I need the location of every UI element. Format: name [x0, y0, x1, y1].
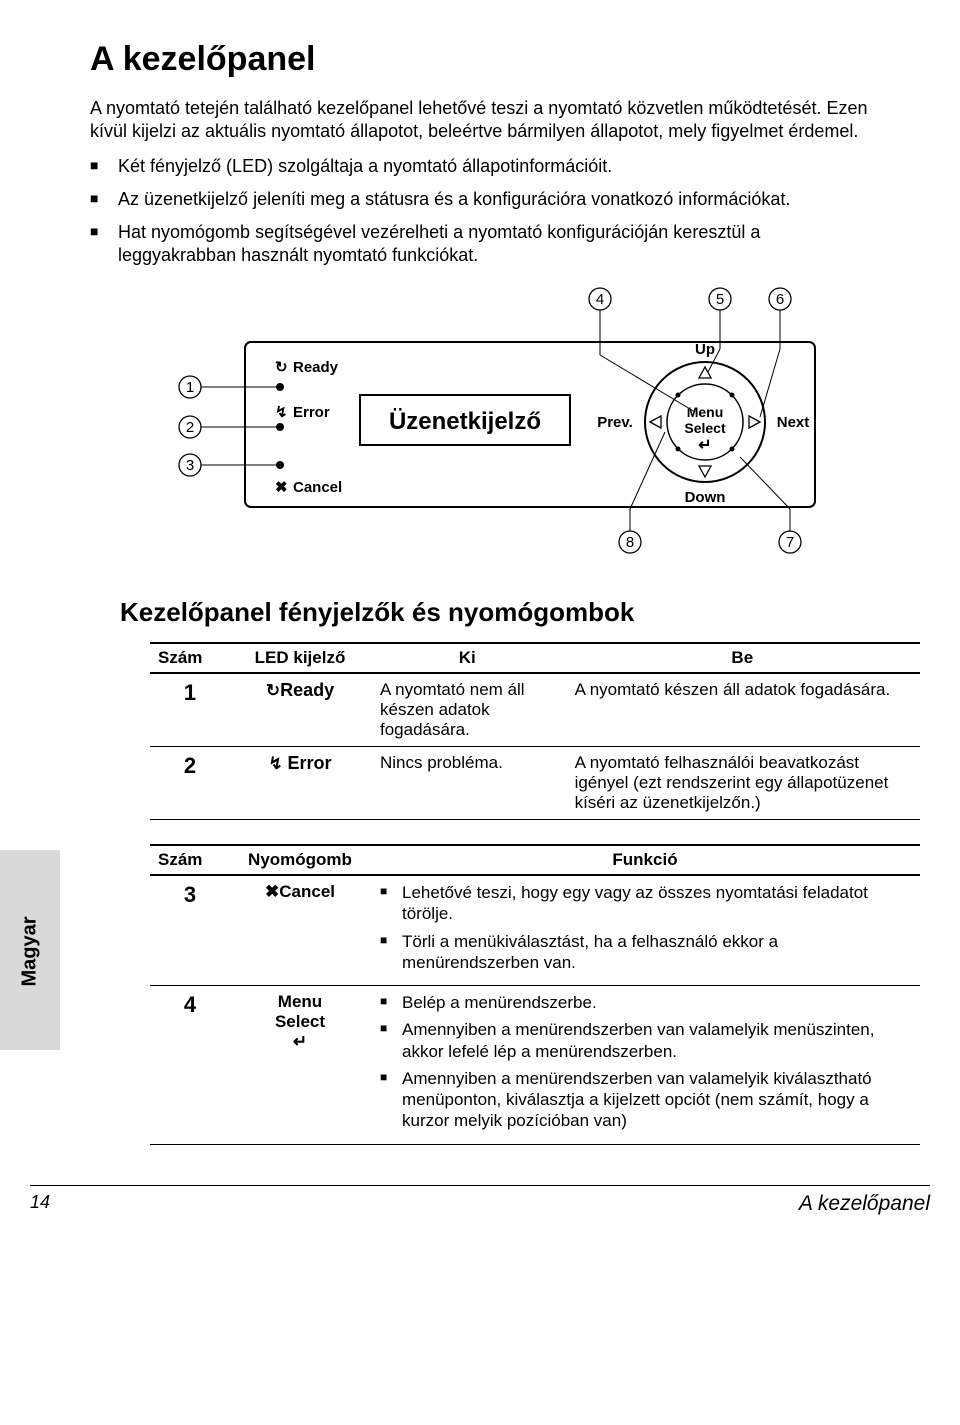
callout-7: 7 [786, 534, 794, 551]
cancel-label: Cancel [279, 882, 335, 901]
th-szam2: Szám [150, 845, 230, 875]
error-icon: ↯ [275, 404, 288, 421]
callout-5: 5 [716, 291, 724, 308]
table-row: 1 ↻Ready A nyomtató nem áll készen adato… [150, 673, 920, 747]
func-item: Törli a menükiválasztást, ha a felhaszná… [380, 931, 910, 974]
page-title: A kezelőpanel [90, 40, 870, 79]
down-label: Down [685, 489, 726, 506]
subtitle: Kezelőpanel fényjelzők és nyomógombok [120, 597, 870, 628]
th-func: Funkció [370, 845, 920, 875]
menu-select-label: Menu Select ↵ [230, 986, 370, 1145]
bullet-item: Az üzenetkijelző jeleníti meg a státusra… [90, 188, 870, 211]
error-label: Error [287, 753, 331, 773]
error-icon: ↯ [269, 754, 283, 773]
cancel-icon: ✖ [265, 882, 279, 901]
page-number: 14 [30, 1192, 50, 1216]
intro-text: A nyomtató tetején található kezelőpanel… [90, 97, 870, 143]
side-tab: Magyar [0, 850, 60, 1050]
display-label: Üzenetkijelző [389, 408, 541, 435]
cancel-label: Cancel [293, 479, 342, 496]
cancel-icon: ✖ [275, 479, 288, 496]
table-row: 2 ↯ Error Nincs probléma. A nyomtató fel… [150, 747, 920, 820]
th-led: LED kijelző [230, 643, 370, 673]
th-ki: Ki [370, 643, 565, 673]
func-item: Amennyiben a menürendszerben van valamel… [380, 1068, 910, 1132]
prev-label: Prev. [597, 414, 633, 431]
func-item: Amennyiben a menürendszerben van valamel… [380, 1019, 910, 1062]
th-btn: Nyomógomb [230, 845, 370, 875]
ready-icon: ↻ [275, 359, 288, 376]
func-item: Belép a menürendszerbe. [380, 992, 910, 1013]
func-item: Lehetővé teszi, hogy egy vagy az összes … [380, 882, 910, 925]
select-label: Select [684, 420, 726, 436]
callout-3: 3 [186, 457, 194, 474]
next-label: Next [777, 414, 810, 431]
callout-8: 8 [626, 534, 634, 551]
callout-4: 4 [596, 291, 604, 308]
callout-6: 6 [776, 291, 784, 308]
bullet-item: Két fényjelző (LED) szolgáltaja a nyomta… [90, 155, 870, 178]
th-szam: Szám [150, 643, 230, 673]
page-footer: 14 A kezelőpanel [30, 1185, 930, 1236]
ready-label: Ready [280, 680, 334, 700]
button-table: Szám Nyomógomb Funkció 3 ✖Cancel Lehetőv… [150, 844, 920, 1145]
table-row: 3 ✖Cancel Lehetővé teszi, hogy egy vagy … [150, 875, 920, 986]
bullet-item: Hat nyomógomb segítségével vezérelheti a… [90, 221, 870, 267]
bullet-list: Két fényjelző (LED) szolgáltaja a nyomta… [90, 155, 870, 267]
th-be: Be [565, 643, 920, 673]
enter-icon: ↵ [698, 437, 711, 454]
callout-2: 2 [186, 419, 194, 436]
menu-label: Menu [687, 404, 724, 420]
footer-title: A kezelőpanel [799, 1192, 930, 1216]
up-label: Up [695, 341, 715, 358]
table-row: 4 Menu Select ↵ Belép a menürendszerbe. … [150, 986, 920, 1145]
led-table: Szám LED kijelző Ki Be 1 ↻Ready A nyomta… [150, 642, 920, 820]
panel-diagram: 4 5 6 ↻ Ready ↯ Error ✖ Cancel [150, 287, 870, 567]
ready-label: Ready [293, 359, 339, 376]
error-label: Error [293, 404, 330, 421]
callout-1: 1 [186, 379, 194, 396]
side-tab-label: Magyar [19, 852, 42, 1052]
ready-icon: ↻ [266, 681, 280, 700]
